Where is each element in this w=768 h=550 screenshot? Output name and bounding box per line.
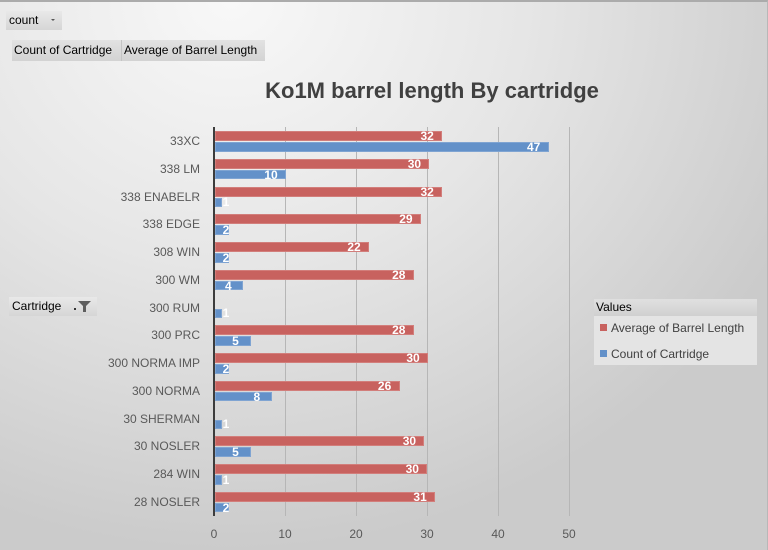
data-label: 30 — [405, 462, 419, 476]
axis-field-label: Cartridge — [12, 299, 62, 313]
bar-average-barrel-length[interactable] — [215, 353, 428, 363]
category-label: 30 NOSLER — [133, 439, 200, 454]
report-filter-count-button[interactable]: count — [6, 11, 62, 30]
x-axis-tick-label: 30 — [420, 527, 434, 541]
data-label: 2 — [222, 223, 230, 237]
x-axis-tick-label: 0 — [210, 527, 218, 541]
gridline — [569, 127, 570, 516]
data-label: 1 — [222, 472, 230, 487]
bar-count-of-cartridge[interactable] — [215, 502, 230, 513]
category-label: 300 RUM — [149, 300, 200, 315]
value-field-average-barrel-length-button[interactable]: Average of Barrel Length — [121, 40, 265, 61]
bar-count-of-cartridge[interactable] — [215, 280, 244, 291]
data-label: 26 — [377, 378, 392, 393]
x-axis-tick-label: 50 — [562, 527, 576, 541]
bar-average-barrel-length[interactable] — [215, 380, 400, 391]
data-label: 32 — [420, 184, 434, 199]
category-axis-line — [213, 127, 215, 516]
bar-count-of-cartridge[interactable] — [215, 253, 230, 263]
category-label: 30 SHERMAN — [123, 411, 200, 426]
category-label: 300 WM — [155, 272, 200, 287]
bar-count-of-cartridge[interactable] — [215, 308, 223, 318]
legend-item-label: Average of Barrel Length — [611, 321, 745, 335]
data-label: 1 — [222, 417, 230, 432]
data-label: 1 — [222, 306, 230, 321]
data-label: 5 — [232, 334, 239, 348]
bar-count-of-cartridge[interactable] — [215, 336, 251, 346]
bar-average-barrel-length[interactable] — [215, 214, 421, 225]
bar-count-of-cartridge[interactable] — [215, 169, 286, 180]
category-label: 300 NORMA — [131, 383, 200, 398]
category-label: 300 NORMA IMP — [107, 356, 200, 370]
data-label: 8 — [253, 389, 261, 404]
data-label: 30 — [402, 434, 417, 449]
bar-count-of-cartridge[interactable] — [215, 142, 549, 152]
bar-count-of-cartridge[interactable] — [215, 391, 272, 402]
data-label: 2 — [222, 250, 230, 265]
bar-count-of-cartridge[interactable] — [215, 364, 230, 374]
gridline — [498, 127, 499, 516]
bar-average-barrel-length[interactable] — [215, 131, 443, 141]
bar-count-of-cartridge[interactable] — [215, 475, 223, 485]
dropdown-arrow-icon — [74, 308, 76, 310]
x-axis-tick-label: 10 — [278, 527, 292, 541]
data-label: 4 — [225, 278, 232, 293]
data-label: 32 — [420, 129, 434, 143]
bar-average-barrel-length[interactable] — [215, 491, 436, 502]
data-label: 28 — [392, 267, 406, 282]
chart-title[interactable]: Ko1M barrel length By cartridge — [265, 78, 599, 103]
legend-swatch-red — [600, 324, 607, 331]
data-label: 22 — [347, 240, 361, 254]
category-label: 338 ENABELR — [120, 189, 200, 204]
bar-count-of-cartridge[interactable] — [215, 225, 230, 235]
filter-funnel-icon — [78, 301, 91, 312]
data-label: 29 — [399, 212, 413, 227]
bar-average-barrel-length[interactable] — [215, 158, 430, 169]
bar-count-of-cartridge[interactable] — [215, 197, 223, 207]
data-label: 1 — [222, 195, 230, 210]
data-label: 30 — [406, 351, 420, 365]
legend-item-label: Count of Cartridge — [611, 347, 710, 361]
data-label: 28 — [392, 323, 406, 338]
category-label: 33XC — [169, 134, 200, 148]
data-label: 2 — [222, 361, 230, 376]
data-label: 2 — [222, 500, 230, 515]
bar-average-barrel-length[interactable] — [215, 325, 414, 336]
legend-item-average-barrel-length[interactable]: Average of Barrel Length — [600, 321, 744, 335]
legend-title: Values — [594, 299, 757, 316]
gridline — [356, 127, 357, 516]
data-label: 30 — [407, 156, 422, 171]
bar-average-barrel-length[interactable] — [215, 464, 428, 474]
data-label: 31 — [413, 489, 427, 504]
report-filter-label: count — [9, 13, 39, 27]
data-label: 47 — [527, 139, 541, 154]
gridline — [285, 127, 286, 516]
data-label: 10 — [264, 167, 278, 182]
x-axis-tick-label: 40 — [491, 527, 505, 541]
category-label: 300 PRC — [151, 328, 200, 343]
category-label: 338 EDGE — [142, 217, 200, 232]
dropdown-arrow-icon — [51, 19, 55, 21]
bar-count-of-cartridge[interactable] — [215, 419, 223, 429]
category-label: 308 WIN — [153, 245, 200, 259]
legend-item-count-of-cartridge[interactable]: Count of Cartridge — [600, 347, 709, 361]
bar-average-barrel-length[interactable] — [215, 269, 414, 280]
bar-average-barrel-length[interactable] — [215, 186, 443, 197]
data-label: 5 — [232, 445, 239, 459]
category-label: 28 NOSLER — [133, 494, 200, 509]
legend-swatch-blue — [600, 350, 607, 357]
bar-count-of-cartridge[interactable] — [215, 447, 251, 457]
chart-legend[interactable]: Values Average of Barrel Length Count of… — [594, 299, 757, 365]
gridline — [427, 127, 428, 516]
bar-average-barrel-length[interactable] — [215, 436, 425, 447]
axis-field-cartridge-button[interactable]: Cartridge — [9, 297, 97, 316]
value-field-count-of-cartridge-button[interactable]: Count of Cartridge — [12, 40, 121, 61]
category-label: 338 LM — [159, 161, 200, 176]
x-axis-tick-label: 20 — [349, 527, 363, 541]
category-label: 284 WIN — [153, 467, 200, 481]
bar-average-barrel-length[interactable] — [215, 242, 370, 252]
